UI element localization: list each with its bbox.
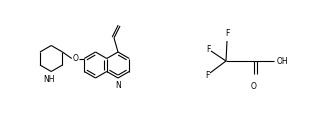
Text: N: N	[115, 82, 121, 91]
Text: O: O	[251, 82, 257, 91]
Text: NH: NH	[44, 75, 55, 83]
Text: O: O	[72, 54, 78, 63]
Text: OH: OH	[277, 57, 289, 66]
Text: F: F	[206, 45, 210, 54]
Text: F: F	[205, 70, 209, 80]
Text: F: F	[225, 29, 229, 38]
